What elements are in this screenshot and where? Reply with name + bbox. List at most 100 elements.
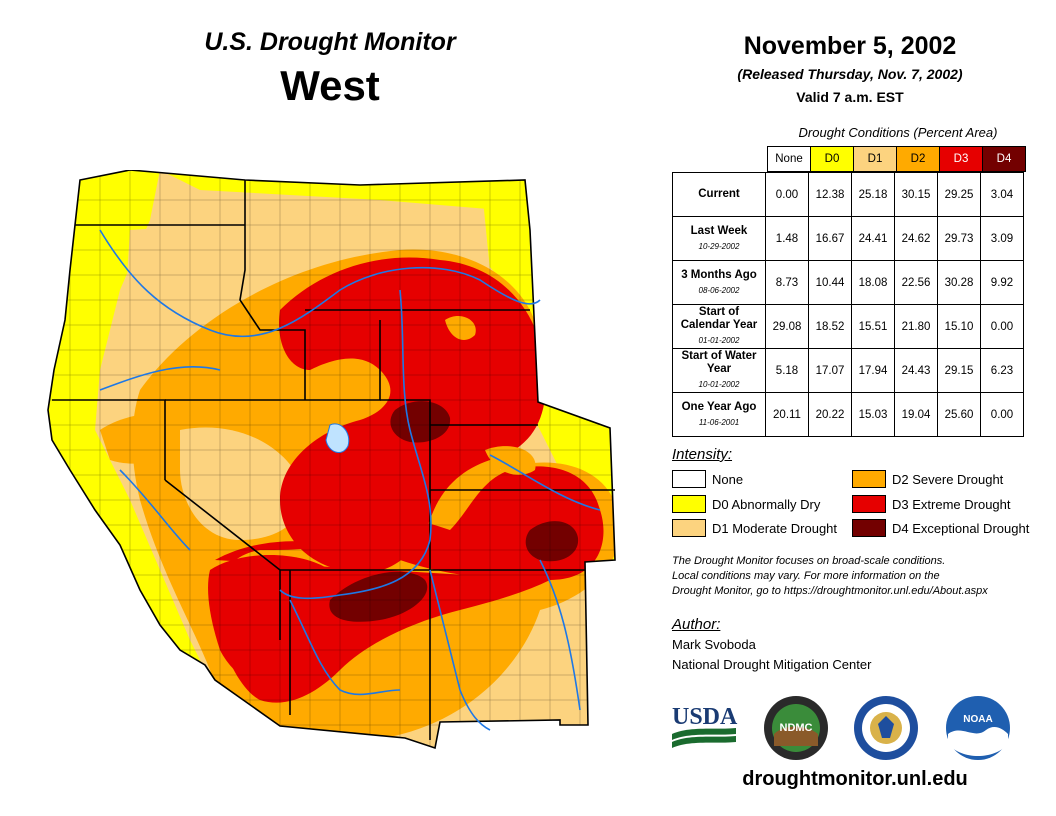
table-header: None D0 D1 D2 D3 D4 <box>767 146 1026 172</box>
svg-text:NOAA: NOAA <box>963 714 992 725</box>
cell-d0: 16.67 <box>808 216 852 261</box>
legend-label: D4 Exceptional Drought <box>892 520 1030 536</box>
row-label: Start of Calendar Year 01-01-2002 <box>672 304 766 349</box>
cell-d4: 3.04 <box>980 172 1024 217</box>
cell-d3: 29.25 <box>937 172 981 217</box>
col-none: None <box>767 146 811 172</box>
drought-map <box>47 170 616 749</box>
cell-none: 5.18 <box>765 348 809 393</box>
author-organization: National Drought Mitigation Center <box>672 657 872 672</box>
legend-item: D2 Severe Drought <box>852 470 1003 488</box>
cell-d1: 24.41 <box>851 216 895 261</box>
table-row: One Year Ago 11-06-2001 20.11 20.22 15.03… <box>672 392 1024 437</box>
state-boundaries <box>47 170 616 749</box>
cell-d3: 29.73 <box>937 216 981 261</box>
table-row: Start of Calendar Year 01-01-2002 29.08 1… <box>672 304 1024 349</box>
footer-url[interactable]: droughtmonitor.unl.edu <box>742 768 968 790</box>
cell-d1: 25.18 <box>851 172 895 217</box>
legend-label: D3 Extreme Drought <box>892 496 1011 512</box>
legend-label: D0 Abnormally Dry <box>712 496 821 512</box>
cell-d0: 12.38 <box>808 172 852 217</box>
cell-d4: 0.00 <box>980 304 1024 349</box>
legend-item: D3 Extreme Drought <box>852 495 1011 513</box>
legend-swatch <box>672 519 706 537</box>
drought-table: Current 0.00 12.38 25.18 30.15 29.25 3.0… <box>672 172 1024 437</box>
cell-d2: 21.80 <box>894 304 938 349</box>
valid-time: Valid 7 a.m. EST <box>796 89 904 105</box>
map-region-title: West <box>280 62 380 109</box>
row-date: 11-06-2001 <box>698 417 740 427</box>
table-row: Current 0.00 12.38 25.18 30.15 29.25 3.0… <box>672 172 1024 217</box>
cell-d1: 17.94 <box>851 348 895 393</box>
row-date: 08-06-2002 <box>698 285 740 295</box>
cell-d3: 25.60 <box>937 392 981 437</box>
cell-d4: 6.23 <box>980 348 1024 393</box>
row-label: 3 Months Ago 08-06-2002 <box>672 260 766 305</box>
cell-d0: 10.44 <box>808 260 852 305</box>
row-label: One Year Ago 11-06-2001 <box>672 392 766 437</box>
note-line: The Drought Monitor focuses on broad-sca… <box>672 555 946 567</box>
col-d4: D4 <box>982 146 1026 172</box>
legend-item: D4 Exceptional Drought <box>852 519 1029 537</box>
note-line: Local conditions may vary. For more info… <box>672 570 940 582</box>
legend-title: Intensity: <box>672 446 733 463</box>
cell-d0: 20.22 <box>808 392 852 437</box>
col-d0: D0 <box>810 146 854 172</box>
cell-d4: 0.00 <box>980 392 1024 437</box>
cell-d3: 15.10 <box>937 304 981 349</box>
cell-d3: 30.28 <box>937 260 981 305</box>
cell-none: 20.11 <box>765 392 809 437</box>
table-row: 3 Months Ago 08-06-2002 8.73 10.44 18.08 … <box>672 260 1024 305</box>
doc-seal-logo <box>854 696 918 760</box>
legend-swatch <box>852 470 886 488</box>
row-date: 10-01-2002 <box>698 380 740 389</box>
row-label: Current <box>672 172 766 217</box>
col-d2: D2 <box>896 146 940 172</box>
cell-d4: 3.09 <box>980 216 1024 261</box>
svg-text:NDMC: NDMC <box>780 722 813 734</box>
row-label: Start of Water Year 10-01-2002 <box>672 348 766 393</box>
cell-d0: 17.07 <box>808 348 852 393</box>
drought-areas <box>48 170 615 748</box>
legend-swatch <box>852 495 886 513</box>
legend-label: D2 Severe Drought <box>892 471 1004 487</box>
cell-d4: 9.92 <box>980 260 1024 305</box>
cell-d1: 15.51 <box>851 304 895 349</box>
author-name: Mark Svoboda <box>672 637 756 652</box>
legend-label: D1 Moderate Drought <box>712 520 838 536</box>
legend-swatch <box>672 470 706 488</box>
table-row: Start of Water Year 10-01-2002 5.18 17.07… <box>672 348 1024 393</box>
ndmc-logo: NDMC <box>764 696 828 760</box>
rivers <box>99 229 601 731</box>
note-line: Drought Monitor, go to https://droughtmo… <box>672 585 988 597</box>
cell-d1: 15.03 <box>851 392 895 437</box>
cell-d1: 18.08 <box>851 260 895 305</box>
legend-swatch <box>672 495 706 513</box>
noaa-logo: NOAA <box>946 696 1010 760</box>
map-subtitle: U.S. Drought Monitor <box>204 28 456 56</box>
cell-d2: 19.04 <box>894 392 938 437</box>
legend-item: D1 Moderate Drought <box>672 519 837 537</box>
row-date: 01-01-2002 <box>698 336 740 345</box>
cell-d3: 29.15 <box>937 348 981 393</box>
cell-none: 0.00 <box>765 172 809 217</box>
cell-d2: 30.15 <box>894 172 938 217</box>
table-row: Last Week 10-29-2002 1.48 16.67 24.41 24.… <box>672 216 1024 261</box>
col-d1: D1 <box>853 146 897 172</box>
legend-label: None <box>712 471 744 487</box>
col-d3: D3 <box>939 146 983 172</box>
cell-d2: 24.62 <box>894 216 938 261</box>
map-date: November 5, 2002 <box>743 32 957 60</box>
legend-item: D0 Abnormally Dry <box>672 495 820 513</box>
author-label: Author: <box>672 616 721 633</box>
cell-d2: 22.56 <box>894 260 938 305</box>
cell-d2: 24.43 <box>894 348 938 393</box>
row-date: 10-29-2002 <box>698 241 740 251</box>
great-salt-lake <box>325 423 350 454</box>
svg-text:USDA: USDA <box>672 704 738 730</box>
cell-none: 29.08 <box>765 304 809 349</box>
cell-none: 1.48 <box>765 216 809 261</box>
legend-item: None <box>672 470 743 488</box>
table-caption: Drought Conditions (Percent Area) <box>798 125 998 140</box>
usda-logo: USDA <box>672 704 738 748</box>
